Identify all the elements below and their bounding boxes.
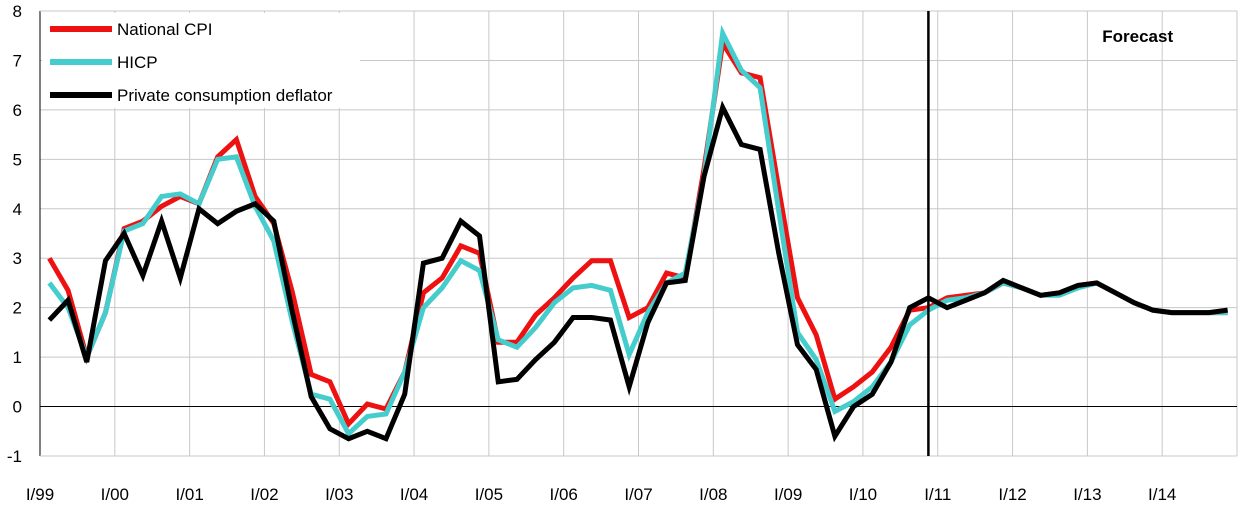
x-tick-label: I/99 bbox=[26, 485, 54, 504]
x-tick-label: I/14 bbox=[1148, 485, 1176, 504]
legend-label-private-consumption-deflator: Private consumption deflator bbox=[117, 86, 333, 105]
y-tick-label: 2 bbox=[13, 299, 22, 318]
x-tick-label: I/02 bbox=[250, 485, 278, 504]
y-tick-label: 8 bbox=[13, 2, 22, 21]
x-tick-label: I/07 bbox=[624, 485, 652, 504]
x-tick-label: I/09 bbox=[774, 485, 802, 504]
x-tick-label: I/13 bbox=[1073, 485, 1101, 504]
y-tick-label: 0 bbox=[13, 398, 22, 417]
x-tick-label: I/11 bbox=[924, 485, 951, 504]
y-tick-label: 3 bbox=[13, 249, 22, 268]
y-tick-label: 6 bbox=[13, 101, 22, 120]
x-tick-label: I/00 bbox=[101, 485, 129, 504]
axes bbox=[39, 10, 1238, 457]
y-tick-label: 1 bbox=[13, 348, 22, 367]
x-tick-label: I/05 bbox=[475, 485, 503, 504]
x-tick-label: I/01 bbox=[175, 485, 203, 504]
forecast-annotation: Forecast bbox=[1102, 27, 1173, 46]
y-axis-ticks: -1 0 1 2 3 4 5 6 7 8 bbox=[7, 2, 22, 466]
legend-label-national-cpi: National CPI bbox=[117, 20, 212, 39]
x-tick-label: I/04 bbox=[400, 485, 428, 504]
x-tick-label: I/08 bbox=[699, 485, 727, 504]
x-tick-label: I/12 bbox=[998, 485, 1026, 504]
y-tick-label: 5 bbox=[13, 150, 22, 169]
series-line-private-consumption-deflator bbox=[47, 100, 1228, 443]
x-axis-ticks: I/99 I/00 I/01 I/02 I/03 I/04 I/05 I/06 I/07 I/08… bbox=[26, 485, 1177, 504]
y-tick-label: 4 bbox=[13, 200, 22, 219]
legend-label-hicp: HICP bbox=[117, 53, 158, 72]
x-tick-label: I/06 bbox=[550, 485, 578, 504]
x-tick-label: I/10 bbox=[849, 485, 877, 504]
x-tick-label: I/03 bbox=[325, 485, 353, 504]
y-tick-label: -1 bbox=[7, 447, 22, 466]
y-tick-label: 7 bbox=[13, 51, 22, 70]
series-lines bbox=[47, 24, 1228, 443]
legend: National CPI HICP Private consumption defl… bbox=[42, 13, 360, 108]
